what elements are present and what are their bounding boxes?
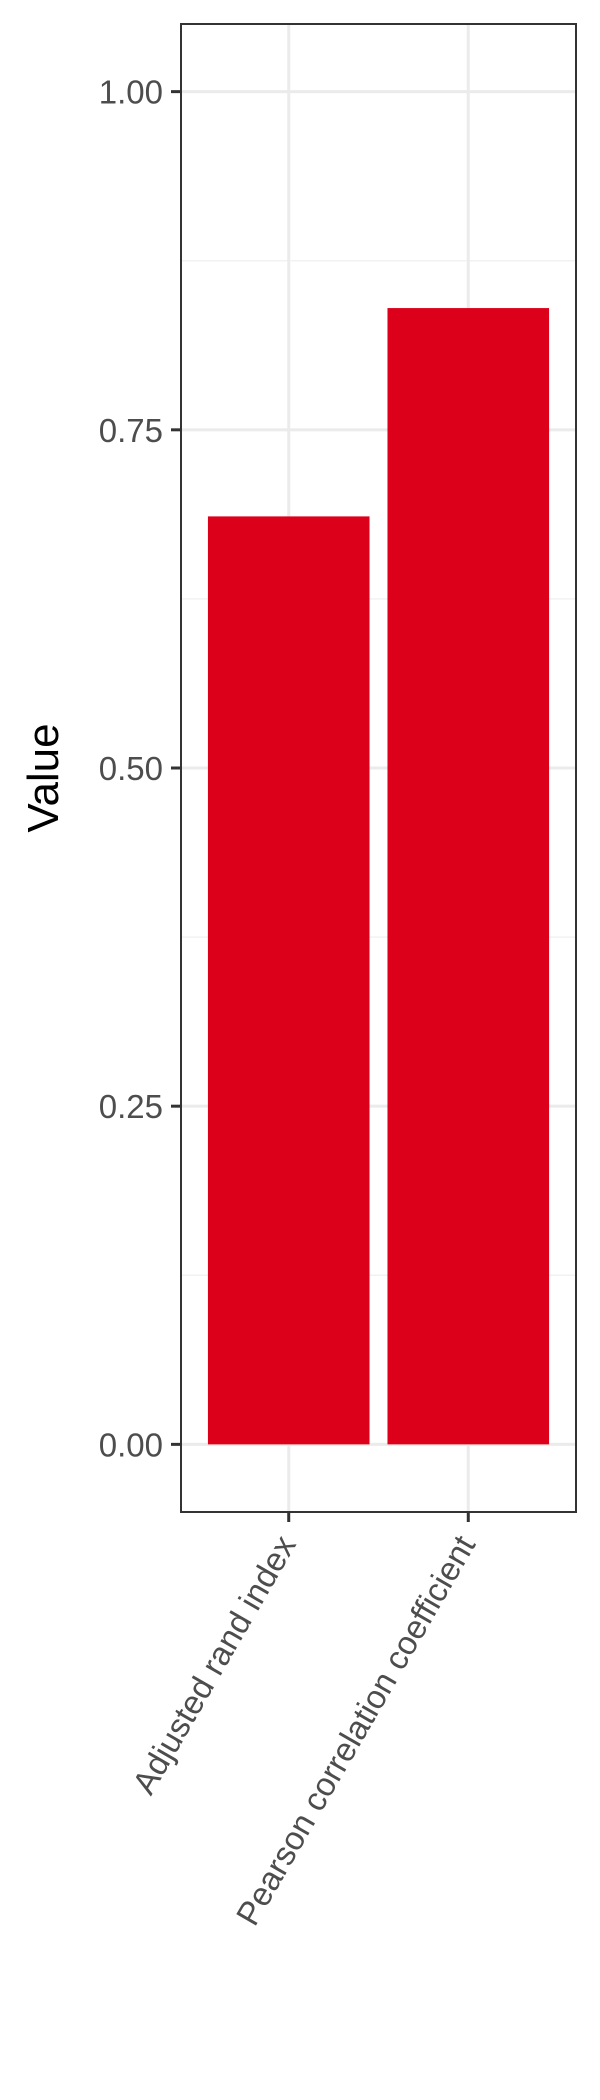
y-tick-label: 1.00 (99, 74, 163, 111)
y-tick-label: 0.75 (99, 412, 163, 449)
y-axis: 0.00 0.25 0.50 0.75 1.00 (99, 74, 181, 1463)
y-axis-title: Value (19, 723, 68, 832)
bar-pearson-correlation-coefficient (387, 308, 550, 1445)
bar-adjusted-rand-index (207, 516, 370, 1445)
y-tick-label: 0.25 (99, 1088, 163, 1125)
bars (207, 308, 550, 1445)
x-tick-label: Adjusted rand index (125, 1529, 303, 1801)
y-tick-label: 0.50 (99, 750, 163, 787)
y-tick-label: 0.00 (99, 1426, 163, 1463)
